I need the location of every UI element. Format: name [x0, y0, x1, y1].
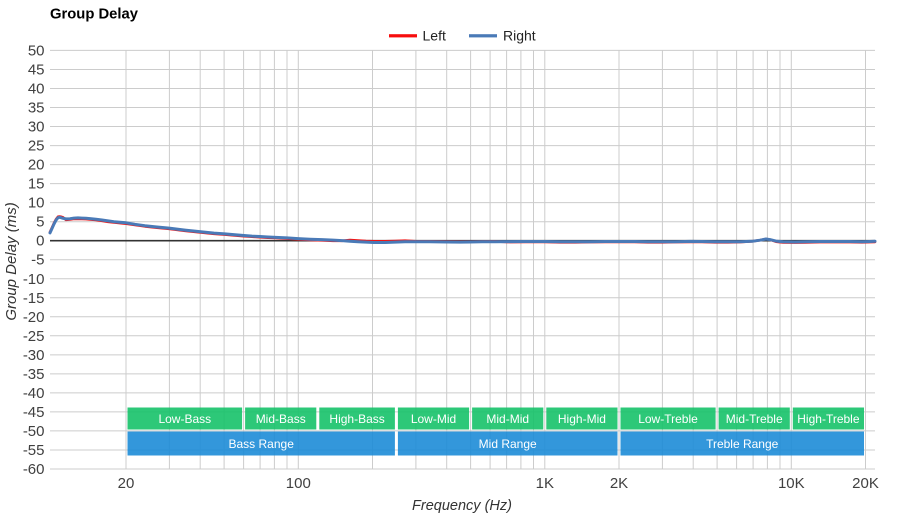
svg-text:-5: -5: [31, 252, 44, 269]
svg-text:-20: -20: [23, 309, 45, 326]
svg-text:High-Mid: High-Mid: [558, 412, 606, 426]
svg-text:Right: Right: [503, 28, 536, 44]
svg-text:50: 50: [28, 42, 45, 59]
svg-text:Group Delay: Group Delay: [50, 7, 139, 23]
svg-text:High-Bass: High-Bass: [329, 412, 384, 426]
svg-text:Mid Range: Mid Range: [479, 437, 537, 451]
svg-text:Mid-Bass: Mid-Bass: [256, 412, 306, 426]
svg-text:Low-Bass: Low-Bass: [158, 412, 211, 426]
svg-text:45: 45: [28, 62, 45, 79]
svg-text:-55: -55: [23, 442, 45, 459]
svg-text:Treble Range: Treble Range: [706, 437, 779, 451]
svg-text:-25: -25: [23, 328, 45, 345]
svg-text:35: 35: [28, 100, 45, 117]
svg-text:2K: 2K: [610, 475, 628, 492]
svg-text:-15: -15: [23, 290, 45, 307]
svg-text:-30: -30: [23, 347, 45, 364]
svg-text:Bass Range: Bass Range: [229, 437, 295, 451]
svg-text:Low-Mid: Low-Mid: [411, 412, 456, 426]
svg-text:30: 30: [28, 119, 45, 136]
svg-text:High-Treble: High-Treble: [797, 412, 860, 426]
svg-text:25: 25: [28, 138, 45, 155]
svg-text:10: 10: [28, 195, 45, 212]
svg-text:15: 15: [28, 176, 45, 193]
svg-text:20K: 20K: [852, 475, 879, 492]
svg-text:20: 20: [28, 157, 45, 174]
svg-text:1K: 1K: [536, 475, 554, 492]
svg-text:Left: Left: [423, 28, 446, 44]
svg-text:Mid-Treble: Mid-Treble: [726, 412, 783, 426]
svg-text:-35: -35: [23, 366, 45, 383]
svg-text:-10: -10: [23, 271, 45, 288]
svg-text:Mid-Mid: Mid-Mid: [486, 412, 529, 426]
svg-text:40: 40: [28, 81, 45, 98]
svg-text:-50: -50: [23, 423, 45, 440]
svg-text:Low-Treble: Low-Treble: [638, 412, 698, 426]
svg-text:Group Delay (ms): Group Delay (ms): [3, 202, 20, 320]
svg-text:20: 20: [118, 475, 135, 492]
svg-text:100: 100: [286, 475, 311, 492]
svg-text:5: 5: [36, 214, 44, 231]
svg-text:-40: -40: [23, 385, 45, 402]
svg-text:-45: -45: [23, 404, 45, 421]
svg-text:10K: 10K: [778, 475, 805, 492]
svg-text:0: 0: [36, 233, 44, 250]
svg-text:Frequency (Hz): Frequency (Hz): [412, 498, 512, 514]
svg-text:-60: -60: [23, 461, 45, 478]
